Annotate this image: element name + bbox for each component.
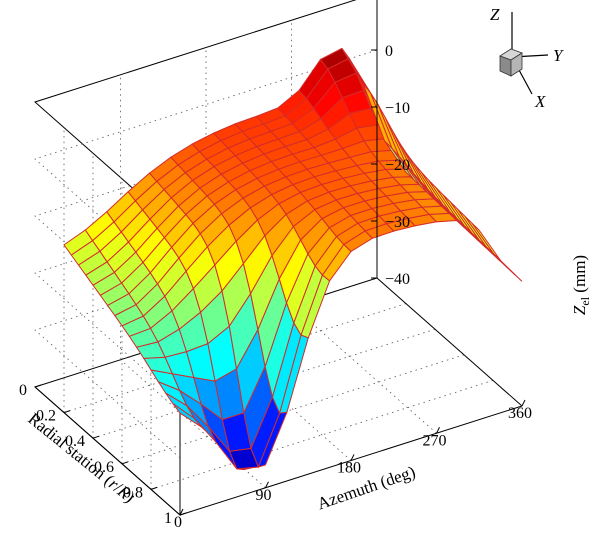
z-axis-title: Zel (mm): [570, 255, 592, 315]
axis-ticks: 0 90 180 270 360 0 0.2 0.4 0.6 0.8 1 10 0 −10 −20 −30 −4…: [19, 0, 532, 531]
z-axis-title-subscript: el: [578, 296, 592, 305]
triad-cube-left: [499, 55, 512, 77]
orientation-triad: Z Y X: [490, 5, 564, 111]
x-tick-label: 180: [337, 460, 361, 477]
surface-mesh: [63, 47, 523, 471]
triad-x-label: X: [534, 92, 546, 111]
triad-y-label: Y: [553, 46, 564, 65]
x-tick: [350, 454, 355, 461]
x-tick: [265, 481, 269, 488]
surface-patch: [384, 140, 414, 180]
y-tick-label: 0.6: [94, 459, 114, 476]
x-tick: [179, 508, 184, 516]
y-tick: [63, 410, 71, 414]
x-tick: [521, 399, 526, 407]
grid-z-line: [34, 49, 378, 288]
z-tick-label: −40: [385, 271, 410, 288]
x-tick-label: 360: [508, 405, 532, 422]
x-tick-label: 0: [174, 514, 182, 531]
y-tick: [150, 486, 158, 490]
x-tick-label: 90: [256, 487, 272, 504]
y-tick: [121, 461, 129, 465]
box-edge: [34, 386, 181, 516]
y-axis-title: Radial station (r/R): [24, 409, 138, 506]
grid-z-line: [34, 106, 378, 345]
y-tick: [92, 435, 100, 439]
y-tick-label: 0: [19, 382, 27, 399]
grid-z-line: [34, 163, 378, 402]
z-tick-label: −10: [385, 100, 410, 117]
y-tick-label: 0.8: [123, 484, 143, 501]
x-tick: [436, 427, 440, 434]
triad-z-label: Z: [490, 5, 500, 24]
y-tick-label: 1: [164, 510, 172, 527]
y-tick-label: 0.2: [36, 408, 56, 425]
x-axis-title: Azemuth (deg): [315, 462, 418, 513]
grid-z-line: [34, 220, 378, 459]
z-axis-title-unit: (mm): [570, 255, 589, 297]
z-tick-label: 0: [385, 43, 393, 60]
triad-cube-right: [510, 52, 523, 77]
x-tick-label: 270: [423, 432, 447, 449]
z-tick-label: 10: [385, 0, 401, 3]
box-edge: [376, 277, 523, 407]
y-tick: [179, 512, 187, 516]
y-axis-title-prefix: Radial station (: [24, 409, 117, 489]
z-axis-title-symbol: Z: [570, 305, 589, 315]
y-tick: [34, 384, 42, 388]
y-tick-label: 0.4: [65, 433, 85, 450]
z-tick-label: −20: [385, 157, 410, 174]
z-tick-label: −30: [385, 214, 410, 231]
